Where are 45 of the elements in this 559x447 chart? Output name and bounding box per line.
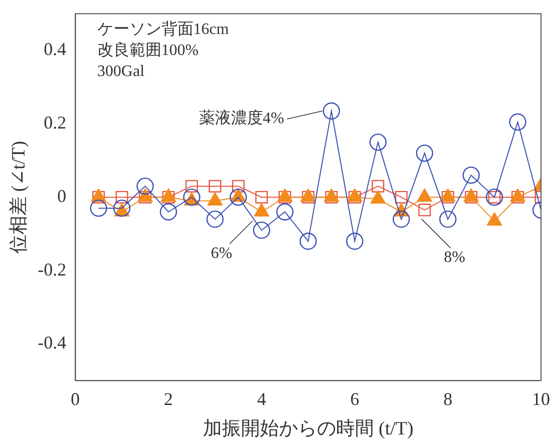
point [208, 180, 222, 192]
point [183, 188, 200, 206]
x-tick-label: 4 [257, 389, 266, 410]
point [113, 200, 130, 217]
y-axis-title: 位相差 (∠t/T) [8, 140, 30, 254]
point [276, 203, 294, 220]
x-tick-label: 6 [350, 389, 360, 410]
annotation: 6% [210, 245, 232, 262]
y-tick-label: 0 [57, 186, 66, 206]
point [255, 190, 268, 204]
x-axis-title: 加振開始からの時間 (t/T) [202, 418, 414, 440]
point [369, 134, 387, 151]
point [160, 203, 178, 220]
annotation: ケーソン背面16cm [97, 20, 230, 38]
point [346, 232, 364, 250]
point [372, 180, 384, 192]
y-tick-label: -0.4 [38, 332, 66, 353]
y-tick-label: -0.2 [38, 259, 66, 280]
point [395, 190, 408, 204]
point [322, 102, 340, 120]
annotation: 300Gal [97, 63, 145, 80]
y-tick-label: 0.2 [44, 112, 66, 133]
point [116, 190, 128, 204]
point [136, 178, 154, 195]
x-tick-label: 2 [164, 389, 173, 410]
point [416, 144, 434, 162]
x-tick-label: 10 [532, 389, 550, 410]
point [462, 166, 480, 184]
point [439, 210, 456, 228]
x-tick-label: 0 [70, 389, 80, 410]
point [230, 188, 247, 206]
annotation: 改良範囲100% [97, 41, 199, 60]
point [90, 200, 108, 217]
x-tick-label: 8 [443, 389, 452, 410]
point [509, 113, 526, 131]
y-tick-label: 0.4 [44, 39, 66, 60]
point [185, 180, 198, 192]
point [232, 180, 245, 192]
point [418, 204, 431, 216]
point [252, 222, 270, 239]
point [300, 232, 317, 250]
annotation: 薬液濃度4% [198, 109, 284, 128]
point [392, 210, 410, 228]
annotation: 8% [444, 249, 466, 266]
point [206, 210, 224, 228]
